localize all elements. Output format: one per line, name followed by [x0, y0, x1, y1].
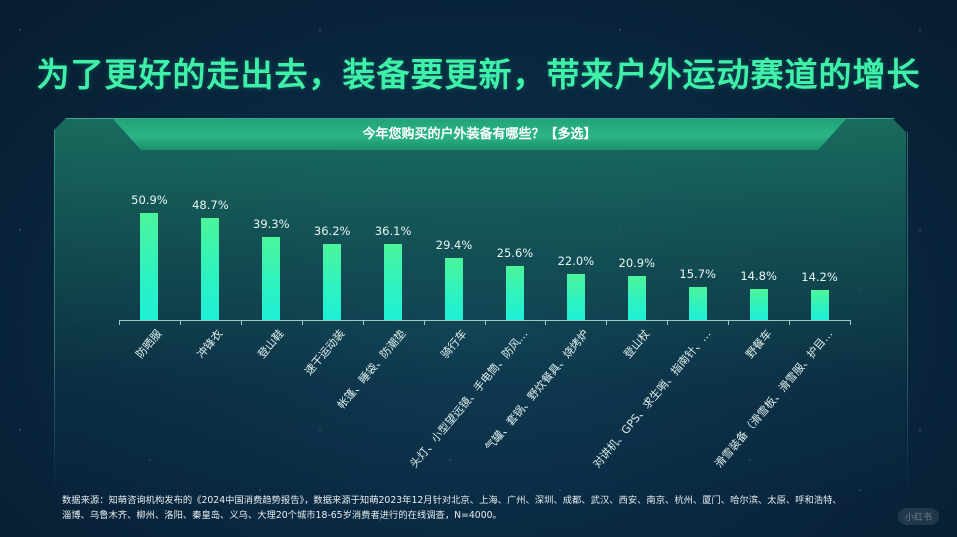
x-axis-category-label: 头灯、小型望远镜、手电筒、防风… [407, 327, 531, 471]
bar [323, 243, 342, 320]
chart-title: 今年您购买的户外装备有哪些？【多选】 [362, 127, 597, 142]
x-axis-category-label: 速干运动装 [302, 327, 348, 378]
bar-value-label: 39.3% [253, 217, 290, 232]
bar-value-label: 48.7% [192, 197, 229, 212]
bar [262, 237, 281, 320]
bar [688, 286, 707, 320]
data-source-line-1: 数据来源：知萌咨询机构发布的《2024中国消费趋势报告》，数据来源于知萌2023… [62, 495, 842, 506]
x-axis-tick [545, 320, 547, 325]
bar-value-label: 14.2% [801, 270, 838, 285]
x-axis-tick [728, 320, 730, 325]
bar [749, 288, 768, 320]
x-axis-category-label: 防晒服 [133, 327, 165, 361]
bar [627, 276, 646, 320]
page-title: 为了更好的走出去，装备要更新，带来户外运动赛道的增长 [36, 55, 921, 94]
bar [810, 290, 829, 320]
x-axis-category-label: 登山杖 [621, 327, 653, 361]
x-axis-category-label: 气罐、套锅、野炊餐具、烧烤炉 [482, 327, 592, 454]
chart-header-banner [113, 119, 846, 150]
bar-value-label: 20.9% [618, 256, 656, 271]
bar [384, 244, 403, 320]
x-axis-tick [423, 320, 425, 325]
x-axis-tick [789, 320, 791, 325]
x-axis-tick [667, 320, 669, 325]
x-axis-tick [301, 320, 303, 325]
x-axis-tick [606, 320, 608, 325]
x-axis-category-label: 野餐车 [742, 327, 775, 361]
x-axis-category-label: 冲锋衣 [194, 327, 226, 361]
bar [566, 273, 585, 320]
bar-value-label: 36.1% [374, 224, 412, 239]
x-axis-tick [240, 320, 242, 325]
bar-value-label: 15.7% [679, 266, 716, 281]
bar-value-label: 25.6% [496, 246, 534, 261]
bar [201, 217, 220, 320]
x-axis-tick [362, 320, 364, 325]
watermark-badge: 小红书 [897, 508, 939, 525]
x-axis-category-label: 骑行车 [438, 327, 470, 361]
x-axis-tick [484, 320, 486, 325]
bar-value-label: 50.9% [131, 193, 168, 207]
bar [140, 213, 159, 320]
x-axis-tick [179, 320, 181, 325]
bar-value-label: 14.8% [740, 268, 777, 283]
bar-value-label: 22.0% [557, 253, 595, 268]
x-axis-category-label: 滑雪装备（滑雪板、滑雪服、护目… [711, 327, 836, 471]
data-source-note: 数据来源：知萌咨询机构发布的《2024中国消费趋势报告》，数据来源于知萌2023… [62, 493, 942, 523]
x-axis-category-label: 对讲机、GPS、求生哨、指南针、… [590, 327, 714, 471]
bar [505, 266, 524, 320]
data-source-line-2: 淄博、乌鲁木齐、柳州、洛阳、秦皇岛、义乌、大理20个城市18-65岁消费者进行的… [62, 510, 502, 521]
bar [445, 258, 464, 320]
x-axis-category-label: 登山鞋 [255, 327, 287, 361]
x-axis-tick [850, 320, 851, 325]
bar-value-label: 29.4% [435, 238, 473, 253]
x-axis-tick [119, 320, 120, 325]
bar-value-label: 36.2% [313, 223, 351, 238]
